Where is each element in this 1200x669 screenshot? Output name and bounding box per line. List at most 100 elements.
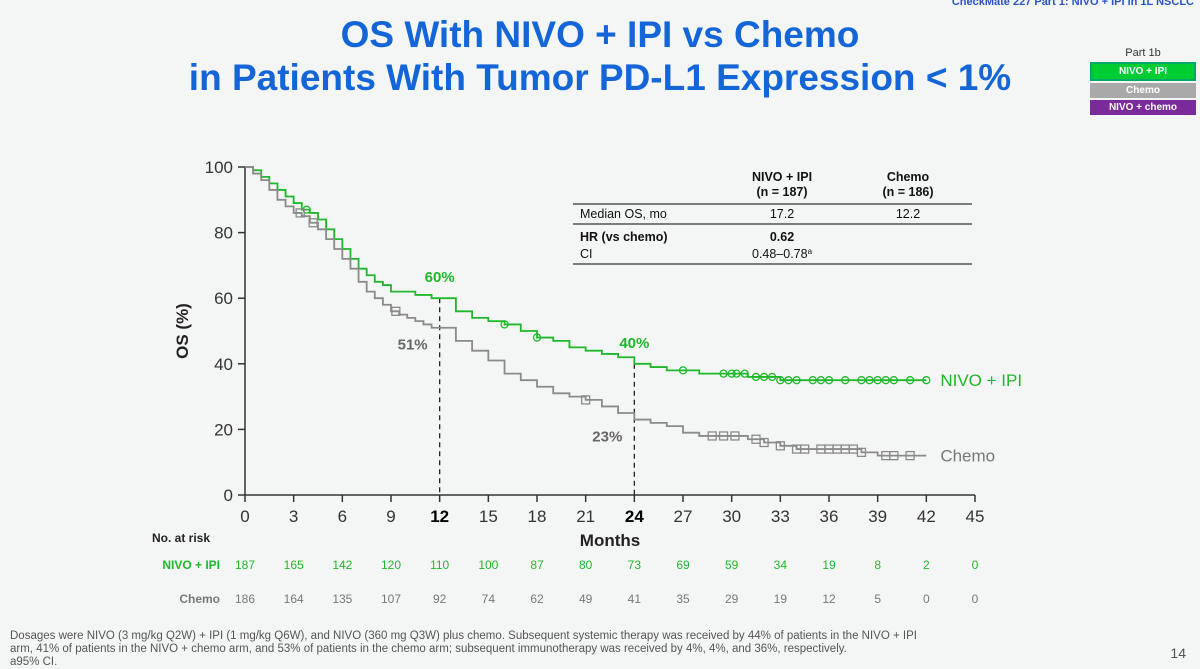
at-risk-value: 74 xyxy=(482,592,496,606)
stats-table: NIVO + IPI(n = 187) Chemo(n = 186) Median … xyxy=(573,170,972,265)
title-line-2: in Patients With Tumor PD-L1 Expression … xyxy=(188,57,1012,98)
censor-mark xyxy=(740,369,749,378)
censor-mark xyxy=(732,369,741,378)
stats-col1-n: (n = 187) xyxy=(756,185,807,199)
at-risk-value: 35 xyxy=(676,592,690,606)
censor-mark xyxy=(841,376,850,385)
end-label-nivo-ipi: NIVO + IPI xyxy=(940,371,1022,390)
at-risk-value: 92 xyxy=(433,592,447,606)
censor-mark xyxy=(816,376,826,385)
at-risk-value: 0 xyxy=(972,558,979,572)
stats-col2-n: (n = 186) xyxy=(882,185,933,199)
annotation-label: 51% xyxy=(398,337,428,354)
stats-row-v1: 0.62 xyxy=(770,230,794,244)
title-line-1: OS With NIVO + IPI vs Chemo xyxy=(340,14,860,55)
censor-mark xyxy=(308,218,318,228)
at-risk-value: 19 xyxy=(774,592,788,606)
at-risk-value: 120 xyxy=(381,558,401,572)
legend-item-nivo-chemo: NIVO + chemo xyxy=(1090,100,1196,115)
at-risk-row-label: NIVO + IPI xyxy=(162,558,220,572)
censor-mark xyxy=(889,376,899,385)
y-axis-label: OS (%) xyxy=(173,303,192,359)
y-tick-label: 80 xyxy=(214,224,233,243)
at-risk-value: 2 xyxy=(923,558,930,572)
at-risk-value: 135 xyxy=(332,592,352,606)
at-risk-value: 186 xyxy=(235,592,255,606)
guide-lines xyxy=(439,298,635,495)
x-tick-label: 45 xyxy=(966,507,985,526)
censor-mark xyxy=(865,376,874,385)
chart-labels: NIVO + IPI Chemo 60% 51% 40% 23% xyxy=(398,269,1022,465)
censor-mark xyxy=(727,369,736,378)
stats-col1-head: NIVO + IPI xyxy=(752,170,812,184)
censor-mark xyxy=(775,441,785,451)
x-tick-label: 15 xyxy=(479,507,498,526)
censor-mark xyxy=(776,376,785,385)
x-axis-label: Months xyxy=(580,531,640,550)
censor-mark xyxy=(905,450,915,461)
at-risk-value: 187 xyxy=(235,558,255,572)
end-label-chemo: Chemo xyxy=(940,447,995,466)
censor-mark xyxy=(873,376,882,385)
censor-mark xyxy=(824,376,834,385)
at-risk-value: 49 xyxy=(579,592,593,606)
at-risk-value: 0 xyxy=(972,592,979,606)
x-tick-label: 6 xyxy=(338,507,347,526)
censor-mark xyxy=(881,376,890,385)
x-tick-label: 27 xyxy=(674,507,693,526)
annotation-label: 40% xyxy=(619,335,649,352)
at-risk-value: 0 xyxy=(923,592,930,606)
at-risk-value: 19 xyxy=(822,558,836,572)
annotation-label: 60% xyxy=(425,269,455,286)
at-risk-value: 73 xyxy=(628,558,642,572)
censor-mark xyxy=(707,431,717,441)
x-tick-label: 24 xyxy=(625,507,644,526)
censor-mark xyxy=(751,372,761,382)
part-legend-title: Part 1b xyxy=(1125,47,1161,59)
x-tick-label: 0 xyxy=(240,507,249,526)
stats-row-v1: 17.2 xyxy=(770,207,794,221)
at-risk-value: 8 xyxy=(874,558,881,572)
censor-mark xyxy=(532,333,542,342)
y-tick-label: 0 xyxy=(224,486,233,505)
censor-mark xyxy=(905,376,915,385)
censor-mark xyxy=(718,431,729,441)
censor-mark xyxy=(759,437,769,448)
x-tick-label: 9 xyxy=(386,507,395,526)
at-risk-value: 5 xyxy=(874,592,881,606)
censor-mark xyxy=(581,395,591,405)
stats-row-v2: 12.2 xyxy=(896,207,920,221)
x-tick-label: 36 xyxy=(820,507,839,526)
footnote-line-2: arm, 41% of patients in the NIVO + chemo… xyxy=(10,643,847,655)
x-tick-label: 42 xyxy=(917,507,936,526)
at-risk-value: 41 xyxy=(628,592,642,606)
at-risk-value: 107 xyxy=(381,592,401,606)
at-risk-title: No. at risk xyxy=(152,531,210,545)
x-tick-label: 18 xyxy=(528,507,547,526)
header-top-text: CheckMate 227 Part 1: NIVO + IPI in 1L N… xyxy=(951,0,1194,8)
censor-mark xyxy=(800,444,810,454)
y-tick-label: 20 xyxy=(214,420,233,439)
censor-mark xyxy=(808,376,817,385)
y-tick-label: 40 xyxy=(214,355,233,374)
at-risk-value: 80 xyxy=(579,558,593,572)
censor-mark xyxy=(768,372,777,382)
annotation-label: 23% xyxy=(592,429,622,446)
y-tick-label: 60 xyxy=(214,289,233,308)
stats-row-label: HR (vs chemo) xyxy=(580,230,668,244)
x-tick-label: 12 xyxy=(430,507,449,526)
x-tick-label: 33 xyxy=(771,507,790,526)
x-tick-label: 21 xyxy=(576,507,595,526)
footnote-line-3: a95% CI. xyxy=(10,656,58,668)
legend-item-nivo-ipi: NIVO + IPI xyxy=(1090,62,1196,81)
stats-col2-head: Chemo xyxy=(887,170,930,184)
part-legend: Part 1b NIVO + IPI Chemo NIVO + chemo xyxy=(1090,47,1196,117)
censor-mark xyxy=(500,320,509,329)
x-tick-label: 39 xyxy=(868,507,887,526)
legend-item-chemo: Chemo xyxy=(1090,83,1196,98)
censor-mark xyxy=(889,450,899,461)
censor-mark xyxy=(856,447,867,458)
stats-row-label: CI xyxy=(580,247,593,261)
